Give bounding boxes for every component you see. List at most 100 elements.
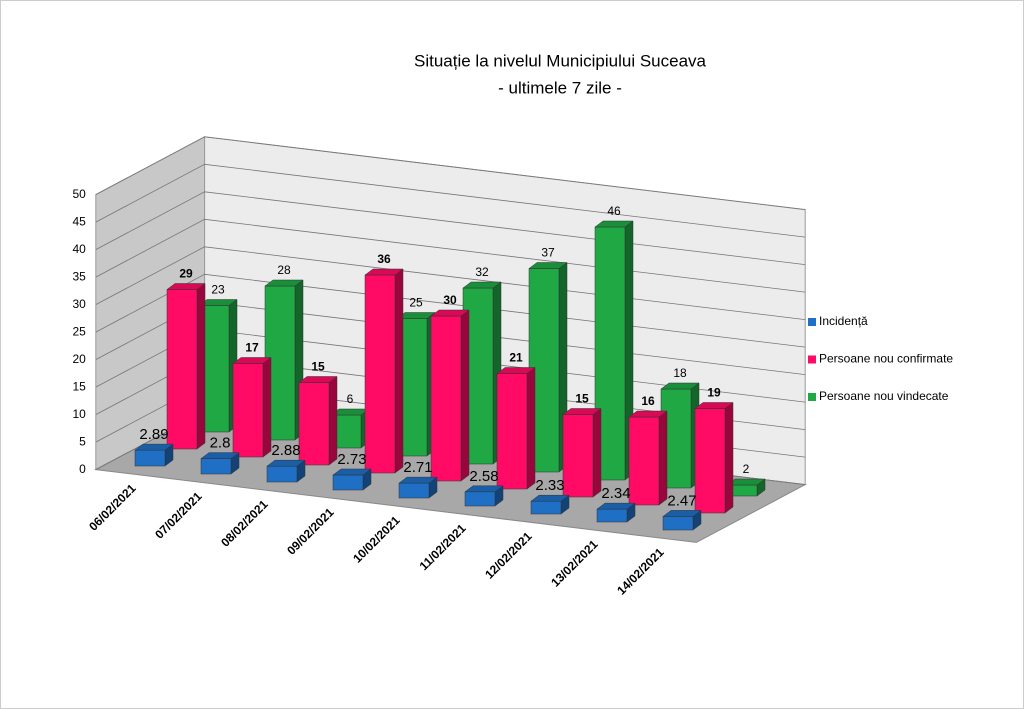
bar-top	[166, 283, 206, 290]
bar-top	[562, 408, 602, 415]
y-tick-label: 35	[72, 269, 86, 283]
data-label: 30	[443, 293, 457, 307]
bar	[200, 452, 240, 475]
data-label: 2.71	[403, 459, 432, 476]
bar-front	[562, 414, 594, 498]
bar	[464, 485, 504, 507]
y-tick-label: 15	[72, 379, 86, 393]
bar	[232, 357, 272, 458]
data-label: 23	[211, 283, 225, 297]
data-label: 28	[277, 263, 291, 277]
data-label: 2.8	[210, 435, 231, 452]
bar	[298, 376, 338, 466]
bar-front	[464, 491, 496, 507]
y-tick-label: 0	[79, 462, 86, 476]
bar-side	[394, 268, 404, 474]
bar	[662, 509, 702, 531]
bar-top	[332, 468, 372, 476]
y-tick-label: 5	[79, 434, 86, 448]
bar-top	[232, 357, 272, 364]
data-label: 25	[409, 296, 423, 310]
bar	[166, 283, 206, 450]
y-tick-label: 20	[72, 352, 86, 366]
legend-swatch	[808, 355, 816, 364]
data-label: 19	[707, 386, 721, 400]
bar-side	[592, 408, 602, 498]
bar	[266, 459, 306, 483]
bar	[398, 476, 438, 499]
data-label: 29	[179, 267, 193, 281]
data-label: 2.47	[667, 492, 696, 509]
bar-top	[530, 494, 570, 502]
bar-side	[658, 410, 668, 506]
bar-top	[662, 510, 702, 517]
bar	[364, 268, 404, 474]
data-label: 2.33	[535, 477, 564, 494]
bar-front	[496, 373, 528, 490]
bar-front	[662, 516, 694, 531]
data-label: 15	[575, 392, 589, 406]
data-label: 16	[641, 394, 655, 408]
bar-top	[528, 262, 568, 269]
data-label: 2.73	[337, 451, 366, 468]
y-tick-label: 40	[72, 242, 86, 256]
bar-top	[596, 502, 636, 510]
legend-label: Persoane nou vindecate	[819, 389, 949, 403]
data-label: 2.58	[469, 468, 498, 485]
data-label: 18	[673, 366, 687, 380]
bar-side	[724, 402, 734, 514]
bar-top	[464, 485, 504, 493]
data-label: 15	[311, 360, 325, 374]
bar	[332, 468, 372, 491]
bar-side	[196, 283, 206, 450]
data-label: 37	[541, 246, 555, 260]
legend-label: Incidență	[819, 314, 868, 328]
bar-top	[200, 452, 240, 459]
bar-top	[594, 220, 634, 228]
data-label: 17	[245, 341, 259, 355]
bar-front	[266, 465, 298, 483]
bar-front	[596, 508, 628, 523]
bar-front	[694, 408, 726, 514]
grid-line	[95, 163, 806, 238]
legend-swatch	[808, 393, 816, 401]
chart-subtitle: - ultimele 7 zile -	[498, 78, 622, 97]
data-label: 36	[377, 252, 391, 266]
bar	[430, 309, 470, 482]
data-label: 2.34	[601, 485, 630, 502]
data-label: 46	[607, 204, 621, 218]
data-label: 6	[347, 392, 354, 406]
bar-side	[328, 376, 338, 466]
bar-top	[430, 309, 470, 317]
y-tick-label: 30	[72, 297, 86, 311]
bar-front	[166, 289, 198, 450]
bar-top	[264, 279, 304, 287]
bar-top	[660, 382, 700, 390]
bar-front	[200, 458, 232, 475]
bar-top	[134, 443, 174, 451]
bar-front	[398, 482, 430, 499]
data-label: 2.89	[139, 426, 168, 443]
bar-top	[266, 459, 306, 467]
legend-label: Persoane nou confirmate	[819, 352, 953, 366]
bar-front	[364, 274, 396, 474]
bar-side	[262, 357, 272, 458]
bar-top	[364, 268, 404, 276]
data-label: 21	[509, 351, 523, 365]
y-tick-label: 25	[72, 324, 86, 338]
bar-top	[398, 476, 438, 484]
bar-front	[332, 474, 364, 491]
bar-top	[694, 402, 734, 409]
grid-line	[95, 136, 806, 210]
bar-front	[134, 449, 166, 467]
bar-front	[430, 315, 462, 482]
bar-front	[530, 500, 562, 515]
y-tick-label: 50	[72, 187, 86, 201]
bar-front	[232, 363, 264, 458]
bar	[694, 402, 734, 514]
bar-front	[628, 416, 660, 506]
legend-swatch	[808, 318, 816, 326]
bar-top	[496, 367, 536, 374]
bar-side	[460, 309, 470, 482]
